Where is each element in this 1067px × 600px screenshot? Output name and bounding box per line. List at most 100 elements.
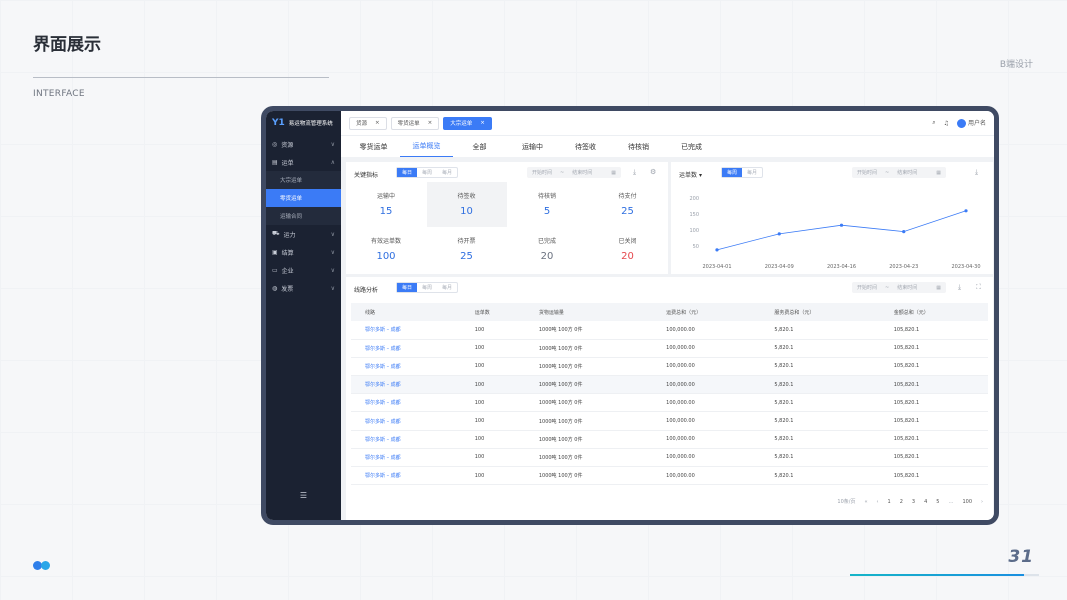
metric-value: 10 xyxy=(460,206,473,217)
metric-label: 待核销 xyxy=(537,193,556,200)
kpi-metric[interactable]: 待签收 10 xyxy=(426,182,507,227)
kpi-metric[interactable]: 有效运单数 100 xyxy=(346,227,426,272)
sub-tab[interactable]: 待签收 xyxy=(575,143,596,151)
trend-date-range[interactable]: 开始时间 ~ 结束时间 ▦ xyxy=(852,167,946,178)
table-cell: 105,820.1 xyxy=(879,321,988,340)
page-number-button[interactable]: 4 xyxy=(924,498,928,505)
table-row[interactable]: 鄂尔多斯 – 成都 100 1000吨 100方 0件 100,000.00 5,820… xyxy=(351,430,988,449)
period-option[interactable]: 每月 xyxy=(442,170,453,176)
route-link[interactable]: 鄂尔多斯 – 成都 xyxy=(351,321,461,340)
metric-value: 15 xyxy=(379,206,393,217)
next-page-button[interactable]: › xyxy=(981,498,983,505)
period-option[interactable]: 每月 xyxy=(747,170,758,176)
period-option[interactable]: 每周 xyxy=(722,168,743,177)
kpi-metric[interactable]: 运输中 15 xyxy=(346,182,426,227)
kpi-metric[interactable]: 已完成 20 xyxy=(507,227,587,272)
metric-value: 20 xyxy=(621,251,634,262)
page-number-button[interactable]: 1 xyxy=(887,498,891,505)
data-point[interactable] xyxy=(839,223,844,227)
bell-icon[interactable]: ♫ xyxy=(943,119,949,127)
data-point[interactable] xyxy=(777,232,781,236)
data-point[interactable] xyxy=(715,248,719,252)
close-icon[interactable]: × xyxy=(375,120,380,126)
slide-progress xyxy=(850,574,1039,576)
sidebar-item[interactable]: ▣ 结算 ∨ xyxy=(266,243,341,261)
table-row[interactable]: 鄂尔多斯 – 成都 100 1000吨 100方 0件 100,000.00 5,820… xyxy=(351,466,988,486)
page-tab[interactable]: 零货运单 × xyxy=(390,116,440,130)
route-link[interactable]: 鄂尔多斯 – 成都 xyxy=(351,411,461,431)
kpi-metric[interactable]: 待开票 25 xyxy=(427,227,507,272)
table-row[interactable]: 鄂尔多斯 – 成都 100 1000吨 100方 0件 100,000.00 5,820… xyxy=(351,448,988,468)
route-link[interactable]: 鄂尔多斯 – 成都 xyxy=(351,375,461,395)
table-row[interactable]: 鄂尔多斯 – 成都 100 1000吨 100方 0件 100,000.00 5,820… xyxy=(351,375,988,395)
sub-tab[interactable]: 全部 xyxy=(472,143,487,151)
sidebar-item[interactable]: ▤ 运单 ∧ xyxy=(266,153,341,171)
data-point[interactable] xyxy=(902,230,906,234)
sidebar-item[interactable]: ⛟ 运力 ∨ xyxy=(266,225,341,243)
page-tab[interactable]: 货源 × xyxy=(349,116,387,130)
route-link[interactable]: 鄂尔多斯 – 成都 xyxy=(351,339,461,358)
table-row[interactable]: 鄂尔多斯 – 成都 100 1000吨 100方 0件 100,000.00 5,820… xyxy=(351,393,988,413)
page-number-button[interactable]: 2 xyxy=(899,498,903,505)
sub-tab[interactable]: 已完成 xyxy=(681,143,702,151)
table-row[interactable]: 鄂尔多斯 – 成都 100 1000吨 100方 0件 100,000.00 5,820… xyxy=(351,321,988,340)
page-number-button[interactable]: 3 xyxy=(911,498,916,505)
gear-icon[interactable]: ⚙ xyxy=(650,168,657,176)
page-tab[interactable]: 大宗运单 × xyxy=(443,116,492,130)
period-option[interactable]: 每月 xyxy=(442,285,453,291)
sidebar-subitem[interactable]: 零货运单 xyxy=(266,189,341,207)
page-number-button[interactable]: 100 xyxy=(962,498,972,505)
table-row[interactable]: 鄂尔多斯 – 成都 100 1000吨 100方 0件 100,000.00 5,820… xyxy=(351,339,988,358)
period-option[interactable]: 每日 xyxy=(397,168,418,177)
period-option[interactable]: 每日 xyxy=(397,283,418,292)
prev-page-button[interactable]: ‹ xyxy=(876,498,879,505)
download-icon[interactable]: ⤓ xyxy=(958,283,962,291)
sidebar-item[interactable]: ▭ 企业 ∨ xyxy=(266,261,341,279)
trend-metric-select[interactable]: 运单数 ▾ xyxy=(679,170,702,179)
sidebar-item-label: 发票 xyxy=(281,285,294,293)
kpi-metric[interactable]: 已关闭 20 xyxy=(588,227,668,272)
table-cell: 5,820.1 xyxy=(760,357,880,377)
kpi-metric[interactable]: 待核销 5 xyxy=(507,182,587,227)
page-size-select[interactable]: 10条/页 xyxy=(837,499,856,505)
kpi-date-range[interactable]: 开始时间 ~ 结束时间 ▦ xyxy=(527,167,621,178)
user-menu[interactable]: 用户名 xyxy=(956,118,986,128)
route-link[interactable]: 鄂尔多斯 – 成都 xyxy=(351,466,461,486)
table-row[interactable]: 鄂尔多斯 – 成都 100 1000吨 100方 0件 100,000.00 5,820… xyxy=(351,411,988,431)
search-icon[interactable]: ⌕ xyxy=(932,119,936,126)
sub-tab[interactable]: 待核销 xyxy=(628,143,649,151)
close-icon[interactable]: × xyxy=(480,120,485,126)
sidebar-item[interactable]: ◍ 发票 ∨ xyxy=(266,279,341,297)
download-icon[interactable]: ⤓ xyxy=(633,168,637,176)
sidebar-subitem[interactable]: 大宗运单 xyxy=(266,171,341,189)
route-date-range[interactable]: 开始时间 ~ 结束时间 ▦ xyxy=(852,282,946,293)
route-card: 线路分析 每日 每周 每月 开始时间 ~ 结束时间 ▦ ⤓ ⛶ 线路 运单数 货物运输量 运费… xyxy=(346,277,993,520)
route-link[interactable]: 鄂尔多斯 – 成都 xyxy=(351,357,461,377)
sidebar-item-label: 结算 xyxy=(281,249,294,257)
close-icon[interactable]: × xyxy=(427,120,433,126)
sidebar-subitem[interactable]: 运输合同 xyxy=(266,207,341,225)
data-point[interactable] xyxy=(964,209,968,213)
menu-fold-icon[interactable]: ☰ xyxy=(299,491,308,500)
sidebar-item[interactable]: ◎ 资源 ∨ xyxy=(266,135,341,153)
route-link[interactable]: 鄂尔多斯 – 成都 xyxy=(351,393,461,413)
table-cell: 1000吨 100方 0件 xyxy=(524,466,653,486)
period-option[interactable]: 每周 xyxy=(422,170,433,176)
sub-tab[interactable]: 运输中 xyxy=(522,143,543,151)
trend-card: 运单数 ▾ 每周 每月 开始时间 ~ 结束时间 ▦ ⤓ 200 150 100 50 2023… xyxy=(671,162,993,274)
route-link[interactable]: 鄂尔多斯 – 成都 xyxy=(351,448,461,468)
metric-label: 已关闭 xyxy=(618,238,637,245)
logo-icon: Y1 xyxy=(272,118,285,128)
kpi-metric[interactable]: 待支付 25 xyxy=(588,182,668,227)
route-link[interactable]: 鄂尔多斯 – 成都 xyxy=(351,430,461,449)
metric-label: 待开票 xyxy=(457,238,476,245)
sub-tab[interactable]: 运单概览 xyxy=(400,141,453,157)
download-icon[interactable]: ⤓ xyxy=(975,168,979,176)
page-number-button[interactable]: 5 xyxy=(936,498,940,505)
table-cell: 5,820.1 xyxy=(760,411,880,431)
sub-tab[interactable]: 零货运单 xyxy=(359,143,388,151)
period-option[interactable]: 每周 xyxy=(422,285,433,291)
table-row[interactable]: 鄂尔多斯 – 成都 100 1000吨 100方 0件 100,000.00 5,820… xyxy=(351,357,988,377)
first-page-button[interactable]: « xyxy=(864,498,868,505)
fullscreen-icon[interactable]: ⛶ xyxy=(976,283,981,291)
